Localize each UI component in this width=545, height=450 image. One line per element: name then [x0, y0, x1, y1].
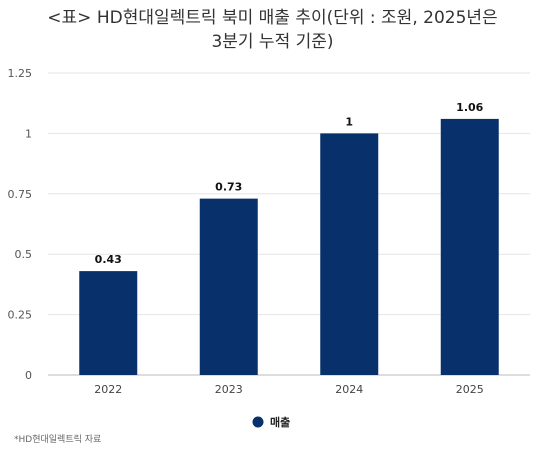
x-tick-label: 2023: [215, 383, 243, 396]
y-tick-label: 0.25: [8, 309, 33, 322]
y-tick-label: 1.25: [8, 67, 33, 80]
bar: [440, 118, 499, 376]
y-tick-label: 0.75: [8, 188, 33, 201]
bar: [199, 198, 258, 375]
y-tick-label: 0: [25, 369, 32, 382]
y-tick-label: 1: [25, 127, 32, 140]
x-tick-label: 2024: [335, 383, 363, 396]
x-tick-label: 2025: [456, 383, 484, 396]
chart-title-line-2: 3분기 누적 기준): [211, 32, 334, 52]
data-label: 1: [345, 115, 353, 128]
bar: [79, 271, 138, 375]
legend-label: 매출: [270, 415, 290, 429]
bar: [320, 133, 379, 375]
data-label: 0.43: [95, 253, 122, 266]
y-tick-label: 0.5: [15, 248, 33, 261]
x-tick-label: 2022: [94, 383, 122, 396]
data-label: 1.06: [456, 101, 483, 114]
source-note: *HD현대일렉트릭 자료: [14, 435, 102, 445]
chart-title: <표> HD현대일렉트릭 북미 매출 추이(단위 : 조원, 2025년은 3분…: [0, 6, 545, 54]
legend-marker: [252, 416, 264, 428]
chart-title-line-1: <표> HD현대일렉트릭 북미 매출 추이(단위 : 조원, 2025년은: [47, 8, 498, 28]
data-label: 0.73: [215, 181, 242, 194]
